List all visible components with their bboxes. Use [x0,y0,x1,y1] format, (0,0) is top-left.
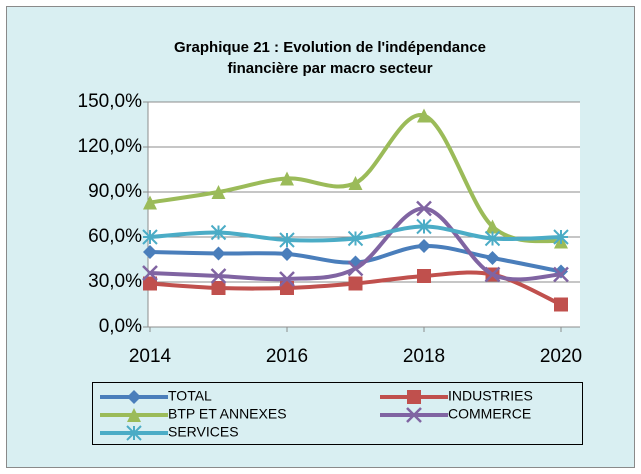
marker [484,266,501,283]
lines [142,108,569,312]
x-tick-label: 2018 [403,346,445,367]
marker [280,246,294,261]
marker [143,195,157,210]
marker [416,200,432,217]
marker [143,245,157,259]
marker [143,276,157,291]
marker [279,232,295,248]
marker [210,224,227,241]
legend-label: SERVICES [168,424,239,440]
legend-label: INDUSTRIES [448,388,533,404]
marker [348,176,363,190]
marker [485,219,500,234]
marker [347,260,364,277]
marker [416,218,432,235]
y-tick-label: 30,0% [88,271,142,292]
marker [554,297,568,312]
marker [211,281,226,295]
marker [280,281,294,295]
marker [417,108,431,123]
marker [553,266,569,283]
marker [348,276,363,291]
marker [126,425,142,441]
chart-subtitle: financière par macro secteur [227,60,432,77]
legend-box [92,382,583,445]
chart-title: Graphique 21 : Evolution de l'indépendan… [174,39,486,56]
marker [142,265,158,281]
marker [211,246,226,261]
y-tick-label: 0,0% [99,316,142,337]
marker [553,229,569,245]
marker [484,230,501,247]
marker [417,239,431,253]
marker [280,171,294,186]
marker [211,185,226,199]
x-tick-label: 2014 [129,346,172,367]
marker [347,230,364,247]
x-tick-label: 2020 [540,346,582,367]
legend-label: COMMERCE [448,406,531,422]
marker [279,271,295,287]
y-tick-label: 60,0% [88,226,142,247]
y-tick-label: 120,0% [78,136,143,157]
legend: TOTAL INDUSTRIES BTP ET ANNEXES COMMERCE SER… [100,388,533,441]
marker [142,229,158,245]
marker [127,408,141,422]
legend-label: BTP ET ANNEXES [168,406,287,422]
y-tick-label: 90,0% [88,181,142,202]
legend-label: TOTAL [168,388,212,404]
marker [406,407,422,423]
x-tick-label: 2016 [266,346,308,367]
marker [210,268,227,284]
marker [417,269,431,283]
marker [485,251,500,265]
marker [127,390,141,404]
y-tick-label: 150,0% [78,91,143,112]
marker [407,390,421,404]
